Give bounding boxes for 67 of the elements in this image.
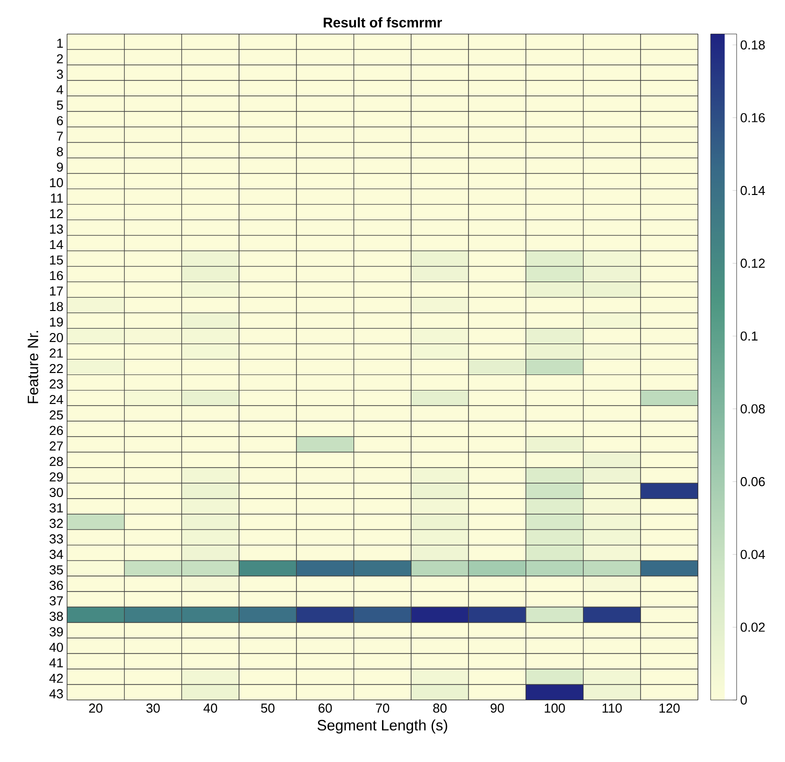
y-tick-label: 34 — [50, 550, 64, 559]
color-bar-label: 0.18 — [740, 40, 765, 50]
y-tick-label: 12 — [50, 209, 63, 218]
y-tick-label: 23 — [50, 379, 63, 389]
color-bar-label: 0.04 — [740, 550, 765, 560]
y-tick-label: 26 — [50, 426, 63, 436]
y-tick-label: 35 — [50, 565, 63, 574]
y-axis-title: Feature Nr. — [28, 331, 38, 404]
color-bar-label: 0 — [740, 695, 747, 705]
color-bar-label: 0.06 — [740, 477, 765, 486]
chart-title: Result of fscmrmr — [324, 17, 442, 28]
x-tick-label: 80 — [433, 704, 447, 713]
y-tick-label: 43 — [49, 689, 63, 698]
x-tick-label: 110 — [602, 704, 622, 713]
x-tick-label: 120 — [660, 704, 680, 713]
y-tick-label: 15 — [50, 256, 63, 265]
y-tick-label: 27 — [50, 441, 63, 450]
y-tick-label: 11 — [51, 194, 63, 203]
y-tick-label: 5 — [56, 100, 63, 110]
x-tick-label: 50 — [261, 704, 274, 713]
x-tick-label: 100 — [544, 704, 565, 713]
y-tick-label: 37 — [50, 596, 63, 606]
y-tick-label: 31 — [50, 503, 63, 512]
y-tick-label: 42 — [49, 674, 63, 683]
color-bar-label: 0.16 — [740, 113, 765, 122]
y-tick-label: 24 — [50, 394, 64, 404]
x-axis-title: Segment Length (s) — [318, 720, 448, 734]
y-tick-label: 9 — [56, 162, 63, 172]
y-tick-label: 22 — [50, 364, 63, 374]
y-tick-label: 14 — [50, 240, 64, 250]
y-tick-label: 28 — [50, 456, 63, 466]
x-tick-label: 90 — [490, 704, 504, 713]
y-tick-label: 7 — [56, 132, 63, 141]
y-tick-label: 18 — [50, 302, 63, 312]
y-tick-label: 21 — [50, 348, 63, 358]
y-tick-label: 40 — [49, 642, 63, 652]
y-tick-label: 8 — [56, 147, 63, 156]
y-tick-label: 13 — [50, 224, 63, 234]
y-tick-label: 33 — [50, 534, 63, 544]
y-tick-label: 10 — [50, 178, 63, 188]
color-bar-label: 0.08 — [740, 404, 765, 414]
x-tick-label: 30 — [146, 704, 160, 713]
color-bar-label: 0.14 — [740, 186, 765, 196]
y-tick-label: 17 — [50, 286, 63, 296]
y-tick-label: 16 — [50, 270, 63, 280]
y-tick-label: 1 — [57, 38, 63, 48]
x-tick-label: 60 — [318, 704, 332, 713]
y-tick-label: 41 — [49, 658, 63, 668]
x-tick-label: 40 — [204, 704, 218, 713]
y-tick-label: 6 — [56, 116, 63, 126]
y-tick-label: 39 — [50, 627, 63, 636]
color-bar-label: 0.02 — [740, 622, 765, 632]
color-bar-label: 0.12 — [740, 258, 765, 268]
y-tick-label: 3 — [56, 70, 63, 79]
y-tick-label: 25 — [50, 410, 63, 420]
y-tick-label: 32 — [50, 518, 63, 528]
y-tick-label: 19 — [50, 317, 63, 327]
color-bar-label: 0.1 — [740, 331, 758, 341]
y-tick-label: 38 — [50, 612, 63, 621]
y-tick-label: 2 — [56, 54, 63, 64]
y-tick-label: 4 — [56, 85, 64, 94]
y-tick-label: 30 — [50, 488, 63, 497]
x-tick-label: 70 — [376, 704, 390, 713]
y-tick-label: 20 — [50, 332, 63, 342]
x-tick-label: 20 — [89, 704, 102, 713]
y-tick-label: 29 — [50, 472, 63, 482]
y-tick-label: 36 — [50, 580, 63, 590]
